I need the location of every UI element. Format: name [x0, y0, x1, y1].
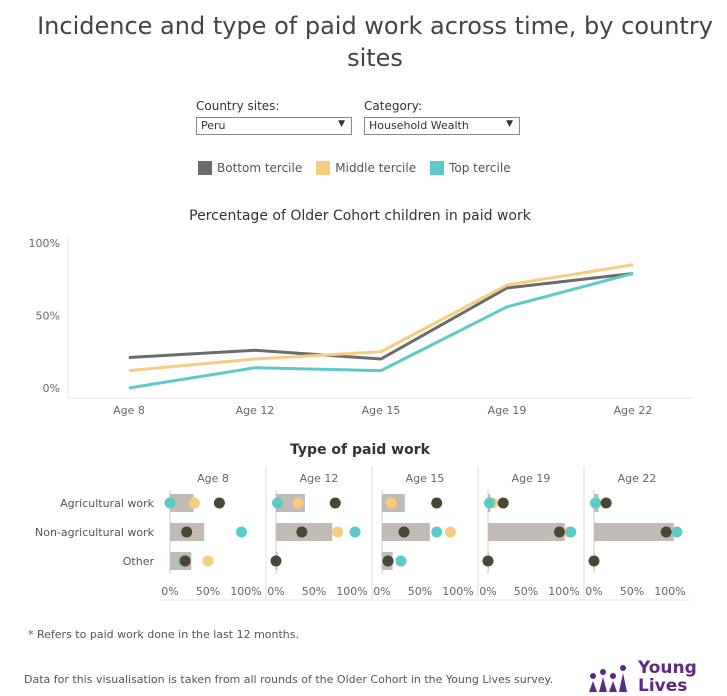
dot-bottom	[431, 497, 443, 509]
category-filter-label: Category:	[364, 99, 422, 113]
legend-label-top: Top tercile	[449, 161, 511, 175]
series-line-bottom	[128, 271, 634, 361]
x-tick-label: 50%	[514, 585, 538, 598]
country-filter-label: Country sites:	[196, 99, 280, 113]
row-label: Agricultural work	[60, 497, 155, 510]
dot-top	[431, 526, 443, 538]
legend-item-top[interactable]: Top tercile	[430, 161, 511, 175]
x-tick-label: 100%	[442, 585, 473, 598]
dot-top	[395, 555, 407, 567]
bar	[488, 523, 565, 541]
page-title: Incidence and type of paid work across t…	[37, 12, 713, 72]
young-lives-logo: Young Lives	[589, 658, 696, 694]
panel-header: Age 15	[406, 472, 445, 485]
dot-middle	[332, 526, 344, 538]
x-tick-label: 0%	[267, 585, 284, 598]
x-tick-label: Age 15	[362, 404, 401, 417]
x-tick-label: Age 8	[113, 404, 145, 417]
chevron-down-icon: ▼	[506, 119, 513, 129]
dot-middle	[444, 526, 456, 538]
y-tick-label: 100%	[29, 237, 60, 250]
row-label: Non-agricultural work	[35, 526, 155, 539]
x-tick-label: 100%	[654, 585, 685, 598]
panel-header: Age 8	[197, 472, 229, 485]
row-label: Other	[123, 555, 155, 568]
dot-bottom	[213, 497, 225, 509]
chevron-down-icon: ▼	[338, 119, 345, 129]
dot-bottom	[588, 555, 600, 567]
y-tick-label: 0%	[43, 382, 60, 395]
bar	[594, 523, 674, 541]
country-select-value: Peru	[201, 119, 226, 132]
dot-bottom	[329, 497, 341, 509]
dot-top	[671, 526, 683, 538]
dot-bottom	[179, 555, 191, 567]
x-tick-label: 0%	[585, 585, 602, 598]
x-tick-label: 0%	[161, 585, 178, 598]
panel-header: Age 19	[512, 472, 551, 485]
x-tick-label: 50%	[302, 585, 326, 598]
category-select[interactable]: Household Wealth ▼	[364, 117, 520, 135]
svg-text:Young: Young	[637, 658, 696, 678]
x-tick-label: 100%	[230, 585, 261, 598]
legend-label-bottom: Bottom tercile	[217, 161, 303, 175]
x-tick-label: Age 12	[236, 404, 275, 417]
panel-header: Age 12	[300, 472, 339, 485]
x-tick-label: Age 22	[614, 404, 653, 417]
dot-bottom	[181, 526, 193, 538]
dot-middle	[292, 497, 304, 509]
dot-top	[590, 497, 602, 509]
series-line-middle	[128, 263, 634, 373]
country-select[interactable]: Peru ▼	[196, 117, 352, 135]
dot-bottom	[398, 526, 410, 538]
x-tick-label: 50%	[408, 585, 432, 598]
dot-bottom	[482, 555, 494, 567]
dot-chart-title: Type of paid work	[290, 442, 430, 458]
legend-swatch-bottom	[198, 161, 212, 175]
dot-bottom	[382, 555, 394, 567]
svg-text:Lives: Lives	[638, 676, 687, 694]
country-filter: Country sites: Peru ▼	[196, 99, 352, 135]
series-line-top	[128, 271, 634, 390]
x-tick-label: 0%	[373, 585, 390, 598]
dot-middle	[385, 497, 397, 509]
dot-top	[272, 497, 284, 509]
category-filter: Category: Household Wealth ▼	[364, 99, 520, 135]
source-note: Data for this visualisation is taken fro…	[24, 673, 553, 686]
dot-bottom	[497, 497, 509, 509]
dot-chart: Agricultural work Non-agricultural work Ot…	[35, 466, 690, 601]
dot-middle	[188, 497, 200, 509]
legend-label-middle: Middle tercile	[335, 161, 417, 175]
x-tick-label: 0%	[479, 585, 496, 598]
panel-header: Age 22	[618, 472, 657, 485]
legend-swatch-top	[430, 161, 445, 175]
dot-bottom	[600, 497, 612, 509]
dot-bottom	[270, 555, 282, 567]
bar	[170, 494, 194, 512]
x-tick-label: 100%	[336, 585, 367, 598]
x-tick-label: Age 19	[488, 404, 527, 417]
legend-item-bottom[interactable]: Bottom tercile	[198, 161, 302, 175]
footnote: * Refers to paid work done in the last 1…	[28, 628, 299, 641]
x-tick-label: 50%	[196, 585, 220, 598]
category-select-value: Household Wealth	[369, 119, 469, 132]
dot-top	[164, 497, 176, 509]
dot-middle	[202, 555, 214, 567]
dot-top	[565, 526, 577, 538]
dot-top	[484, 497, 496, 509]
dot-bottom	[553, 526, 565, 538]
dot-bottom	[660, 526, 672, 538]
x-tick-label: 100%	[548, 585, 579, 598]
legend-item-middle[interactable]: Middle tercile	[316, 161, 416, 175]
x-tick-label: 50%	[620, 585, 644, 598]
legend: Bottom tercile Middle tercile Top tercil…	[198, 161, 511, 175]
line-chart-title: Percentage of Older Cohort children in p…	[189, 208, 531, 224]
dot-top	[349, 526, 361, 538]
y-tick-label: 50%	[36, 310, 60, 323]
legend-swatch-middle	[316, 161, 331, 175]
dot-top	[235, 526, 247, 538]
dot-bottom	[296, 526, 308, 538]
line-chart: 100% 50% 0% Age 8 Age 12 Age 15 Age 19 Age 22	[29, 237, 692, 417]
